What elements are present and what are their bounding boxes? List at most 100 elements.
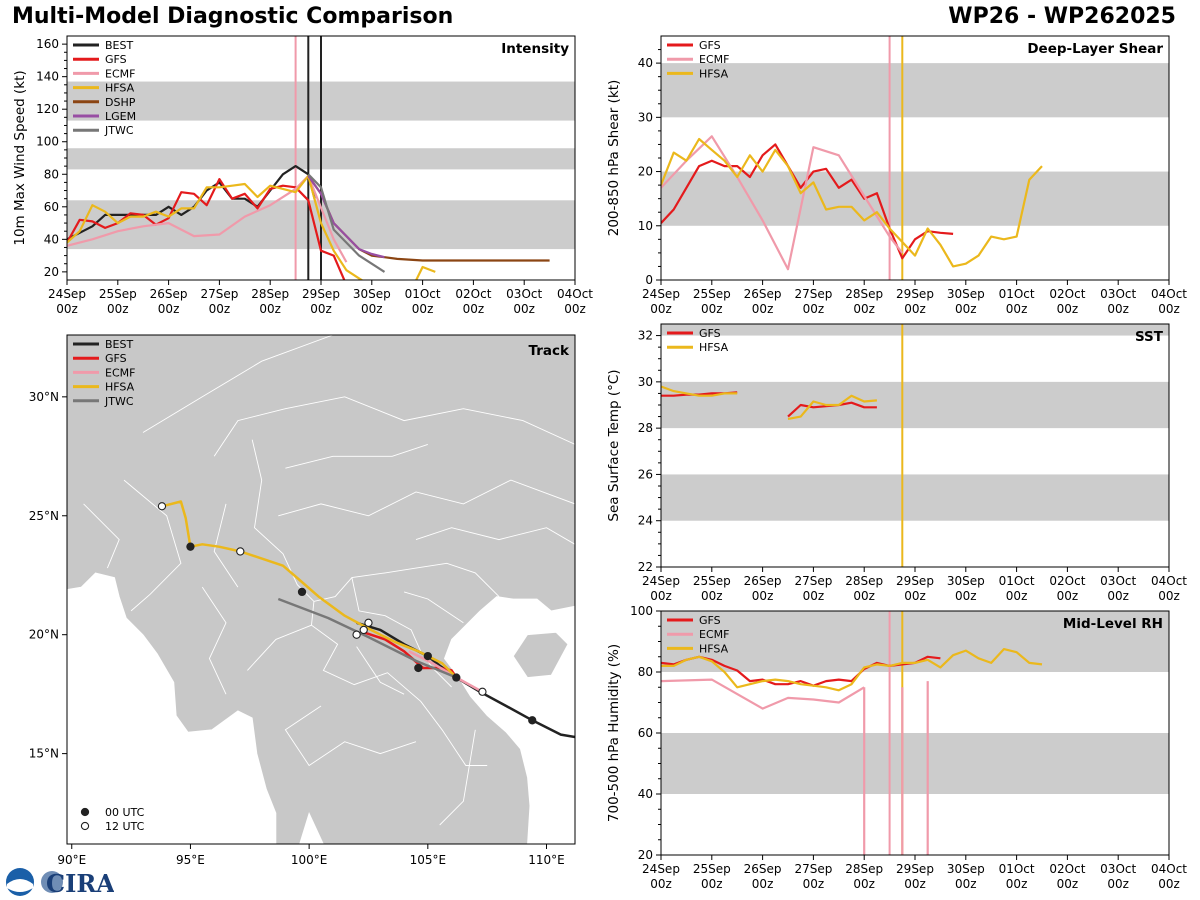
track-line-gfs (363, 631, 458, 679)
shear-legend-label-ecmf: ECMF (699, 53, 729, 66)
track-xtick-label-3: 105°E (410, 853, 447, 867)
track-frame (66, 334, 576, 845)
intensity-xtick-date-7: 01Oct (405, 287, 441, 301)
shear-xtick-hour-6: 00z (955, 302, 977, 316)
intensity-xtick-hour-5: 00z (310, 302, 332, 316)
sst-xtick-hour-5: 00z (904, 589, 926, 603)
sst-series-hfsa-3 (787, 394, 877, 420)
rh-xtick-hour-8: 00z (1057, 877, 1079, 891)
track-boundary-16 (439, 729, 476, 826)
shear-band-1 (661, 63, 1169, 118)
sst-xtick-hour-0: 00z (650, 589, 672, 603)
track-boundary-9 (415, 527, 575, 545)
shear-xtick-date-2: 26Sep (744, 287, 782, 301)
track-xtick-label-0: 90°E (57, 853, 86, 867)
track-position-marker-7 (364, 618, 373, 627)
track-ytick-label-2: 25°N (29, 509, 59, 523)
track-legend-label-hfsa: HFSA (105, 381, 135, 394)
sst-xtick-date-1: 25Sep (693, 574, 731, 588)
rh-xtick-hour-0: 00z (650, 877, 672, 891)
intensity-xtick-hour-1: 00z (107, 302, 129, 316)
storm-id: WP26 - WP262025 (948, 4, 1176, 29)
shear-series-ecmf-1 (661, 135, 904, 271)
intensity-ytick-label-20: 20 (44, 265, 59, 279)
intensity-xtick-hour-7: 00z (412, 302, 434, 316)
shear-ylabel: 200-850 hPa Shear (kt) (606, 80, 622, 237)
track-ytick-label-3: 30°N (29, 390, 59, 404)
sst-xtick-date-9: 03Oct (1100, 574, 1136, 588)
sst-xtick-date-2: 26Sep (744, 574, 782, 588)
intensity-xtick-date-2: 26Sep (150, 287, 188, 301)
intensity-xtick-hour-9: 00z (513, 302, 535, 316)
shear-xtick-date-5: 29Sep (896, 287, 934, 301)
track-plot-area (67, 335, 575, 844)
intensity-legend-label-hfsa: HFSA (105, 82, 135, 95)
sst-xtick-hour-1: 00z (701, 589, 723, 603)
track-boundary-0 (123, 479, 182, 612)
shear-ytick-label-0: 0 (645, 273, 653, 287)
shear-xtick-date-8: 02Oct (1049, 287, 1085, 301)
page-title: Multi-Model Diagnostic Comparison (12, 4, 454, 29)
noaa-bird-icon (7, 879, 33, 892)
intensity-legend-label-dshp: DSHP (105, 96, 136, 109)
track-marker-legend-label-1: 12 UTC (105, 820, 145, 833)
shear-legend-label-gfs: GFS (699, 39, 721, 52)
sst-ytick-label-30: 30 (638, 375, 653, 389)
rh-xtick-date-4: 28Sep (845, 862, 883, 876)
intensity-xtick-date-10: 04Oct (557, 287, 593, 301)
track-marker-legend-symbol-1 (80, 821, 90, 831)
sst-xtick-date-7: 01Oct (999, 574, 1035, 588)
intensity-xtick-hour-8: 00z (463, 302, 485, 316)
sst-frame (660, 323, 1170, 568)
track-position-marker-3 (423, 651, 432, 661)
shear-xtick-date-4: 28Sep (845, 287, 883, 301)
track-boundary-15 (83, 503, 120, 569)
rh-xtick-date-10: 04Oct (1151, 862, 1187, 876)
track-boundary-6 (142, 335, 334, 433)
sst-xtick-date-10: 04Oct (1151, 574, 1187, 588)
shear-xtick-date-7: 01Oct (999, 287, 1035, 301)
shear-xtick-hour-4: 00z (853, 302, 875, 316)
track-ytick-label-1: 20°N (29, 628, 59, 642)
track-position-marker-6 (478, 687, 487, 696)
track-marker-legend-label-0: 00 UTC (105, 806, 145, 819)
track-island-hainan (512, 631, 569, 678)
cira-globe-icon (41, 871, 63, 893)
sst-xtick-hour-6: 00z (955, 589, 977, 603)
rh-ytick-label-40: 40 (638, 787, 653, 801)
intensity-xtick-date-1: 25Sep (99, 287, 137, 301)
shear-plot-area (661, 36, 1043, 280)
intensity-series-lgem-5 (307, 175, 385, 259)
sst-xtick-hour-9: 00z (1107, 589, 1129, 603)
intensity-ytick-label-140: 140 (36, 70, 59, 84)
rh-xtick-hour-4: 00z (853, 877, 875, 891)
intensity-ytick-label-100: 100 (36, 135, 59, 149)
sst-ytick-label-24: 24 (638, 514, 653, 528)
sst-series-hfsa-2 (661, 385, 738, 397)
intensity-legend-label-ecmf: ECMF (105, 67, 135, 80)
sst-ylabel: Sea Surface Temp (°C) (606, 369, 622, 521)
track-ytick-label-0: 15°N (29, 747, 59, 761)
rh-ytick-label-100: 100 (630, 604, 653, 618)
rh-xtick-date-3: 27Sep (794, 862, 832, 876)
rh-xtick-date-1: 25Sep (693, 862, 731, 876)
track-position-marker-5 (186, 542, 195, 551)
sst-xtick-date-6: 30Sep (947, 574, 985, 588)
intensity-xtick-hour-0: 00z (56, 302, 78, 316)
shear-ytick-label-20: 20 (638, 165, 653, 179)
shear-xtick-hour-1: 00z (701, 302, 723, 316)
track-xtick-label-1: 95°E (176, 853, 205, 867)
shear-series-hfsa-2 (661, 137, 1043, 268)
track-legend-label-jtwc: JTWC (104, 395, 134, 408)
rh-xtick-hour-10: 00z (1158, 877, 1180, 891)
sst-xtick-hour-8: 00z (1057, 589, 1079, 603)
logo-text: CIRA (46, 869, 114, 898)
intensity-xtick-hour-10: 00z (564, 302, 586, 316)
track-panel-title: Track (529, 343, 570, 359)
rh-ytick-label-20: 20 (638, 848, 653, 862)
shear-xtick-hour-5: 00z (904, 302, 926, 316)
track-position-marker-4 (297, 587, 307, 597)
track-boundary-7 (278, 479, 575, 517)
track-xtick-label-4: 110°E (528, 853, 565, 867)
